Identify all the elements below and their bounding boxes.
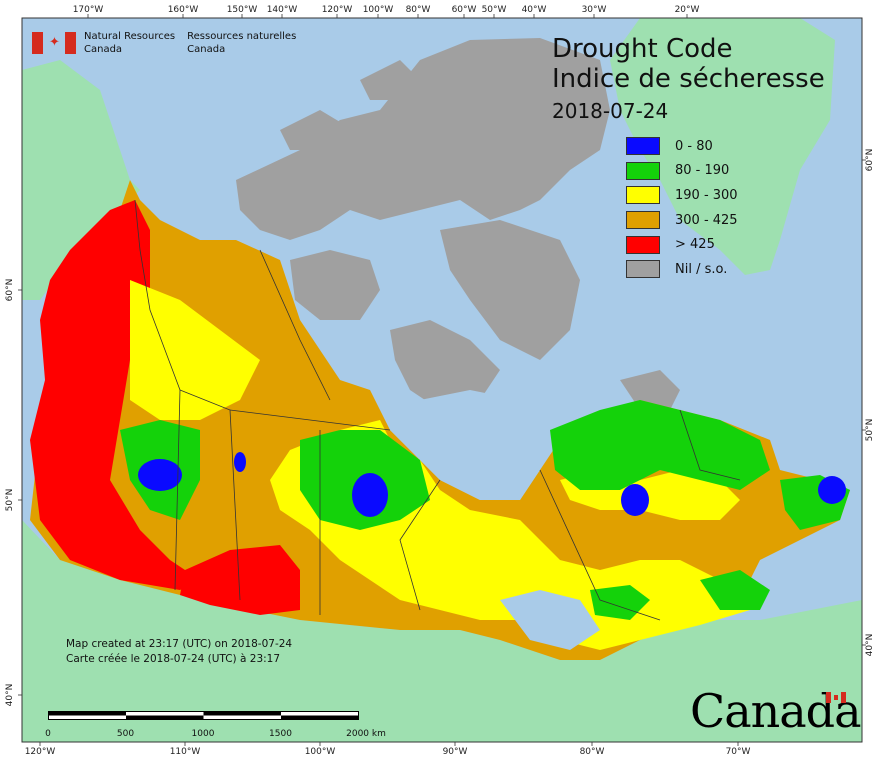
legend-item: 300 - 425 bbox=[626, 208, 738, 233]
right-latitude-ticks: 60°N 50°N 40°N bbox=[862, 149, 875, 657]
tick-label: 120°W bbox=[322, 5, 353, 15]
tick-label: 110°W bbox=[170, 747, 201, 757]
tick-label: 50°W bbox=[482, 5, 507, 15]
tick-label: 80°W bbox=[406, 5, 431, 15]
legend-item: 80 - 190 bbox=[626, 159, 738, 184]
left-latitude-ticks: 60°N 50°N 40°N bbox=[5, 279, 22, 707]
tick-label: 100°W bbox=[305, 747, 336, 757]
tick-label: 150°W bbox=[227, 5, 258, 15]
scale-label: 2000 km bbox=[346, 729, 386, 739]
drought-zone-blue-small bbox=[234, 452, 246, 472]
legend-swatch bbox=[626, 137, 660, 156]
tick-label: 140°W bbox=[267, 5, 298, 15]
tick-label: 80°W bbox=[580, 747, 605, 757]
drought-zone-maritimes-green bbox=[700, 570, 770, 610]
credit-english: Map created at 23:17 (UTC) on 2018-07-24 bbox=[66, 638, 293, 650]
usa-landmass bbox=[22, 520, 862, 742]
tick-label: 160°W bbox=[168, 5, 199, 15]
agency-fr-line1: Ressources naturelles bbox=[187, 31, 297, 42]
scale-label: 1000 bbox=[191, 729, 215, 739]
legend-item: Nil / s.o. bbox=[626, 257, 738, 282]
scale-label: 0 bbox=[45, 729, 51, 739]
legend-label: 0 - 80 bbox=[675, 138, 713, 154]
drought-zone-west-coast bbox=[30, 200, 200, 590]
tick-label: 100°W bbox=[363, 5, 394, 15]
alaska-landmass bbox=[22, 60, 140, 300]
agency-en-line1: Natural Resources bbox=[84, 31, 176, 42]
tick-label: 120°W bbox=[25, 747, 56, 757]
tick-label: 170°W bbox=[73, 5, 104, 15]
tick-label: 50°N bbox=[5, 489, 15, 512]
arctic-archipelago bbox=[236, 38, 680, 410]
drought-zone-blue-manitoba bbox=[352, 473, 388, 517]
tick-label: 50°N bbox=[865, 419, 875, 442]
legend-item: > 425 bbox=[626, 232, 738, 257]
title-english: Drought Code bbox=[552, 34, 733, 64]
legend-label: > 425 bbox=[675, 237, 715, 253]
legend-swatch bbox=[626, 260, 660, 279]
legend-swatch bbox=[626, 235, 660, 254]
scale-bar-labels: 0 500 1000 1500 2000 km bbox=[45, 729, 386, 741]
wordmark-flag-icon bbox=[826, 692, 846, 703]
tick-label: 60°W bbox=[452, 5, 477, 15]
bottom-longitude-ticks: 120°W 110°W 100°W 90°W 80°W 70°W bbox=[25, 742, 751, 757]
legend-item: 190 - 300 bbox=[626, 183, 738, 208]
legend-label: Nil / s.o. bbox=[675, 261, 728, 277]
drought-zone-quebec-green bbox=[550, 400, 770, 490]
tick-label: 40°N bbox=[5, 684, 15, 707]
legend-label: 300 - 425 bbox=[675, 212, 738, 228]
agency-fr-line2: Canada bbox=[187, 44, 226, 55]
drought-zone-blue-quebec bbox=[621, 484, 649, 516]
legend-swatch bbox=[626, 161, 660, 180]
great-lakes bbox=[500, 590, 600, 650]
map-title: Drought Code Indice de sécheresse 2018-0… bbox=[552, 34, 825, 126]
scale-bar: 0 500 1000 1500 2000 km bbox=[45, 706, 386, 741]
map-frame bbox=[21, 17, 863, 743]
greenland-landmass bbox=[610, 18, 835, 275]
drought-zone-blue-labrador bbox=[818, 476, 846, 504]
scale-label: 500 bbox=[116, 729, 135, 739]
credit-french: Carte créée le 2018-07-24 (UTC) à 23:17 bbox=[66, 653, 281, 665]
drought-zone-northwest bbox=[130, 280, 260, 420]
tick-label: 40°N bbox=[865, 634, 875, 657]
agency-en-line2: Canada bbox=[84, 44, 123, 55]
legend-label: 80 - 190 bbox=[675, 163, 730, 179]
scale-label: 1500 bbox=[269, 729, 292, 739]
agency-signature: ✦ Natural Resources Canada Ressources na… bbox=[32, 30, 308, 56]
tick-label: 90°W bbox=[443, 747, 468, 757]
top-longitude-ticks: 170°W 160°W 150°W 140°W 120°W 100°W 80°W 60°W 50… bbox=[73, 5, 700, 18]
scale-bar-graphic bbox=[48, 711, 359, 720]
tick-label: 20°W bbox=[675, 5, 700, 15]
agency-name-fr: Ressources naturelles Canada bbox=[187, 30, 296, 56]
tick-label: 30°W bbox=[582, 5, 607, 15]
legend-swatch bbox=[626, 186, 660, 205]
agency-name-en: Natural Resources Canada bbox=[84, 30, 175, 56]
tick-label: 70°W bbox=[726, 747, 751, 757]
canada-flag-icon: ✦ bbox=[32, 32, 76, 54]
tick-label: 40°W bbox=[522, 5, 547, 15]
legend-label: 190 - 300 bbox=[675, 187, 738, 203]
tick-label: 60°N bbox=[5, 279, 15, 302]
drought-zone-prairie bbox=[180, 545, 300, 615]
canada-mainland bbox=[30, 180, 850, 660]
legend-item: 0 - 80 bbox=[626, 134, 738, 159]
canada-wordmark: Canada bbox=[690, 684, 862, 738]
tick-label: 60°N bbox=[865, 149, 875, 172]
drought-zone-blue-alberta bbox=[138, 459, 182, 491]
legend-swatch bbox=[626, 211, 660, 230]
title-french: Indice de sécheresse bbox=[552, 64, 825, 94]
provincial-borders bbox=[134, 199, 741, 621]
hudson-bay bbox=[390, 390, 540, 500]
legend: 0 - 80 80 - 190 190 - 300 300 - 425 > 425 Nil… bbox=[626, 134, 738, 282]
map-date: 2018-07-24 bbox=[552, 99, 669, 123]
map-credits: Map created at 23:17 (UTC) on 2018-07-24… bbox=[66, 637, 292, 667]
